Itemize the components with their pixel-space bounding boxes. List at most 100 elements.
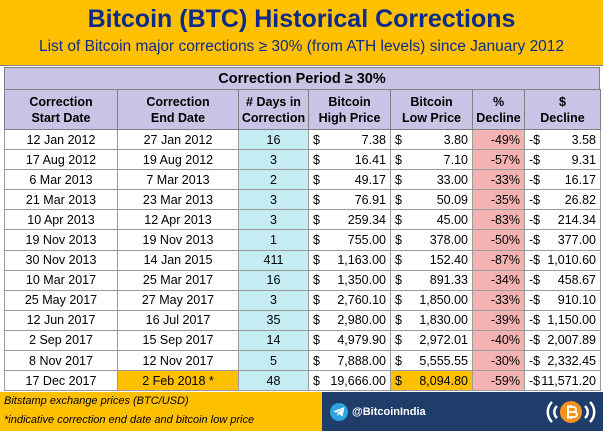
cell-pct-decline: -50% [472, 229, 525, 251]
currency-symbol: $ [313, 212, 320, 227]
table-row: 6 Mar 2013 7 Mar 2013 2 $49.17 $33.00 -33% -$ 1… [4, 169, 601, 191]
currency-symbol: $ [395, 313, 402, 328]
cell-usd-decline: -$ 9.31 [524, 149, 601, 171]
cell-end-date: 25 Mar 2017 [117, 269, 239, 291]
usd-decline-value: 2,007.89 [547, 333, 596, 348]
currency-symbol: $ [313, 152, 320, 167]
low-price-value: 50.09 [436, 192, 468, 207]
low-price-value: 33.00 [436, 172, 468, 187]
cell-usd-decline: -$ 16.17 [524, 169, 601, 191]
cell-high-price: $7.38 [308, 128, 391, 151]
cell-start-date: 8 Nov 2017 [4, 350, 118, 372]
col-header-start-date: Correction Start Date [4, 89, 118, 130]
currency-symbol: $ [395, 353, 402, 368]
cell-pct-decline: -33% [472, 289, 525, 311]
high-price-value: 755.00 [347, 233, 386, 248]
usd-decline-value: 26.82 [564, 192, 596, 207]
usd-decline-value: 16.17 [564, 172, 596, 187]
corrections-table: Correction Start Date Correction End Date … [4, 89, 601, 392]
col-header-high-price: Bitcoin High Price [308, 89, 391, 130]
usd-decline-value: 3.58 [571, 132, 596, 147]
cell-usd-decline: -$ 2,332.45 [524, 350, 601, 372]
cell-end-date: 12 Nov 2017 [117, 350, 239, 372]
cell-low-price: $1,850.00 [390, 289, 473, 311]
cell-end-date: 7 Mar 2013 [117, 169, 239, 191]
cell-pct-decline: -35% [472, 189, 525, 211]
currency-symbol: $ [313, 293, 320, 308]
low-price-value: 378.00 [429, 233, 468, 248]
usd-decline-value: 1,010.60 [547, 253, 596, 268]
cell-usd-decline: -$ 2,007.89 [524, 329, 601, 352]
cell-start-date: 6 Mar 2013 [4, 169, 118, 191]
high-price-value: 259.34 [347, 212, 386, 227]
currency-symbol: $ [313, 373, 320, 388]
usd-decline-value: 2,332.45 [547, 353, 596, 368]
currency-symbol: $ [395, 172, 402, 187]
footnote-source: Bitstamp exchange prices (BTC/USD) [4, 395, 189, 407]
high-price-value: 16.41 [354, 152, 386, 167]
cell-end-date: 12 Apr 2013 [117, 209, 239, 231]
high-price-value: 76.91 [354, 192, 386, 207]
col-header-days: # Days in Correction [238, 89, 309, 130]
decline-sign: -$ [529, 313, 541, 328]
usd-decline-value: 1,150.00 [547, 313, 596, 328]
currency-symbol: $ [395, 152, 402, 167]
cell-days: 1 [238, 229, 309, 251]
cell-days: 14 [238, 329, 309, 352]
decline-sign: -$ [529, 132, 541, 147]
brand-panel [322, 392, 603, 431]
cell-pct-decline: -30% [472, 350, 525, 372]
usd-decline-value: 9.31 [571, 152, 596, 167]
currency-symbol: $ [395, 373, 402, 388]
currency-symbol: $ [313, 132, 320, 147]
cell-pct-decline: -34% [472, 269, 525, 291]
currency-symbol: $ [395, 192, 402, 207]
col-header-end-date: Correction End Date [117, 89, 239, 130]
low-price-value: 8,094.80 [419, 373, 468, 388]
cell-high-price: $1,350.00 [308, 269, 391, 291]
decline-sign: -$ [529, 333, 541, 348]
footnote-indicative: *indicative correction end date and bitc… [4, 414, 255, 426]
cell-pct-decline: -83% [472, 209, 525, 231]
decline-sign: -$ [529, 273, 541, 288]
table-row: 10 Mar 2017 25 Mar 2017 16 $1,350.00 $891.33… [4, 269, 601, 291]
cell-high-price: $2,980.00 [308, 309, 391, 331]
cell-pct-decline: -40% [472, 329, 525, 352]
decline-sign: -$ [529, 233, 541, 248]
cell-usd-decline: -$ 910.10 [524, 289, 601, 311]
table-row: 21 Mar 2013 23 Mar 2013 3 $76.91 $50.09 -35% -… [4, 189, 601, 211]
cell-usd-decline: -$ 26.82 [524, 189, 601, 211]
high-price-value: 1,163.00 [337, 253, 386, 268]
table-row: 10 Apr 2013 12 Apr 2013 3 $259.34 $45.00 -83%… [4, 209, 601, 231]
table-row: 12 Jun 2017 16 Jul 2017 35 $2,980.00 $1,830.… [4, 309, 601, 331]
cell-start-date: 12 Jun 2017 [4, 309, 118, 331]
cell-end-date: 14 Jan 2015 [117, 249, 239, 271]
cell-low-price: $33.00 [390, 169, 473, 191]
col-header-low-price: Bitcoin Low Price [390, 89, 473, 130]
decline-sign: -$ [529, 253, 541, 268]
cell-high-price: $4,979.90 [308, 329, 391, 352]
currency-symbol: $ [395, 333, 402, 348]
col-header-pct-decline: % Decline [472, 89, 525, 130]
cell-end-date: 19 Aug 2012 [117, 149, 239, 171]
currency-symbol: $ [313, 273, 320, 288]
cell-high-price: $755.00 [308, 229, 391, 251]
decline-sign: -$ [529, 152, 541, 167]
section-header: Correction Period ≥ 30% [4, 67, 600, 89]
decline-sign: -$ [529, 212, 541, 227]
high-price-value: 7.38 [361, 132, 386, 147]
cell-end-date: 15 Sep 2017 [117, 329, 239, 352]
cell-pct-decline: -57% [472, 149, 525, 171]
table-row: 2 Sep 2017 15 Sep 2017 14 $4,979.90 $2,972.0… [4, 329, 601, 352]
currency-symbol: $ [395, 293, 402, 308]
decline-sign: -$ [529, 293, 541, 308]
bitcoin-broadcast-icon [543, 396, 599, 428]
cell-pct-decline: -87% [472, 249, 525, 271]
cell-usd-decline: -$ 214.34 [524, 209, 601, 231]
cell-start-date: 17 Dec 2017 [4, 370, 118, 392]
cell-high-price: $49.17 [308, 169, 391, 191]
table-row: 12 Jan 2012 27 Jan 2012 16 $7.38 $3.80 -49% -$… [4, 128, 601, 151]
cell-low-price: $8,094.80 [390, 370, 473, 392]
high-price-value: 2,980.00 [337, 313, 386, 328]
cell-usd-decline: -$ 458.67 [524, 269, 601, 291]
